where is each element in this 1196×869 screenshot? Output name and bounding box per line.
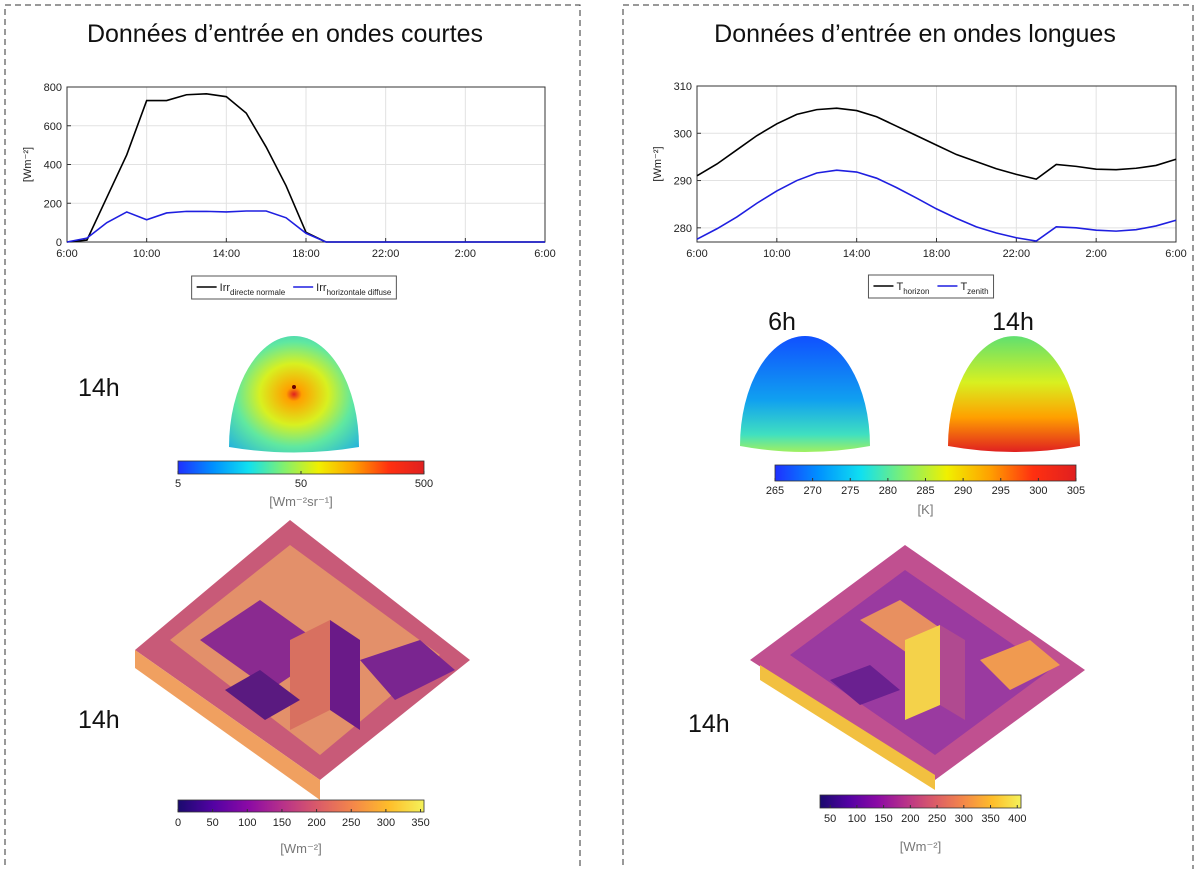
building-render <box>135 520 470 800</box>
legend-label: Thorizon <box>896 281 929 296</box>
colorbar-tick-label: 50 <box>295 478 307 490</box>
x-tick-label: 6:00 <box>534 248 555 260</box>
x-tick-label: 10:00 <box>133 248 161 260</box>
x-tick-label: 10:00 <box>763 248 791 260</box>
y-tick-label: 200 <box>44 198 62 210</box>
y-tick-label: 300 <box>674 128 692 140</box>
x-tick-label: 18:00 <box>292 248 320 260</box>
legend-subscript: zenith <box>967 287 988 296</box>
colorbar-label: [Wm⁻²] <box>280 841 322 856</box>
sky-dome <box>948 336 1080 452</box>
y-tick-label: 600 <box>44 121 62 133</box>
colorbar-tick-label: 270 <box>803 485 821 497</box>
legend-subscript: horizon <box>903 287 929 296</box>
legend-name: T <box>896 281 903 293</box>
colorbar-tick-label: 250 <box>342 817 360 829</box>
colorbar-tick-label: 285 <box>916 485 934 497</box>
x-tick-label: 14:00 <box>843 248 871 260</box>
colorbar-tick-label: 400 <box>1008 813 1026 825</box>
sky-dome <box>229 336 359 453</box>
x-tick-label: 6:00 <box>1165 248 1186 260</box>
legend-name: Irr <box>316 282 327 294</box>
legend-subscript: directe normale <box>230 288 286 297</box>
colorbar-tick-label: 350 <box>411 817 429 829</box>
panel-border <box>622 4 1194 869</box>
legend-name: Irr <box>220 282 231 294</box>
colorbar-tick-label: 150 <box>874 813 892 825</box>
legend-label: Irrhorizontale diffuse <box>316 282 392 297</box>
colorbar-label: [Wm⁻²] <box>900 839 942 854</box>
axes-frame <box>696 85 1177 243</box>
colorbar-tick-label: 300 <box>955 813 973 825</box>
legend-name: T <box>960 281 967 293</box>
colorbar-tick-label: 100 <box>238 817 256 829</box>
colorbar-tick-label: 50 <box>207 817 219 829</box>
colorbar <box>177 799 425 813</box>
legend: Thorizon Tzenith <box>867 274 995 299</box>
colorbar-tick-label: 0 <box>175 817 181 829</box>
colorbar-tick-label: 150 <box>273 817 291 829</box>
x-tick-label: 6:00 <box>56 248 77 260</box>
axes-frame <box>66 86 546 243</box>
y-tick-label: 400 <box>44 160 62 172</box>
time-label: 14h <box>78 374 120 402</box>
colorbar-tick-label: 100 <box>848 813 866 825</box>
x-tick-label: 2:00 <box>1085 248 1106 260</box>
time-label: 14h <box>78 706 120 734</box>
x-tick-label: 22:00 <box>372 248 400 260</box>
colorbar-tick-label: 200 <box>307 817 325 829</box>
legend-label: Tzenith <box>960 281 988 296</box>
building-render <box>750 545 1085 790</box>
y-tick-label: 290 <box>674 176 692 188</box>
sky-dome <box>740 336 870 452</box>
colorbar-tick-label: 50 <box>824 813 836 825</box>
colorbar-tick-label: 300 <box>377 817 395 829</box>
colorbar-tick-label: 250 <box>928 813 946 825</box>
colorbar-tick-label: 350 <box>981 813 999 825</box>
time-label: 6h <box>768 308 796 336</box>
y-tick-label: 0 <box>56 237 62 249</box>
colorbar-tick-label: 5 <box>175 478 181 490</box>
y-axis-label: [Wm⁻²] <box>22 147 34 182</box>
y-tick-label: 280 <box>674 223 692 235</box>
y-axis-label: [Wm⁻²] <box>652 146 664 181</box>
series-line <box>696 107 1177 180</box>
colorbar-tick-label: 265 <box>766 485 784 497</box>
colorbar-tick-label: 200 <box>901 813 919 825</box>
time-label: 14h <box>688 710 730 738</box>
colorbar-tick-label: 295 <box>992 485 1010 497</box>
series-line <box>66 210 545 243</box>
colorbar-tick-label: 300 <box>1029 485 1047 497</box>
colorbar-tick-label: 280 <box>879 485 897 497</box>
y-tick-label: 310 <box>674 81 692 93</box>
colorbar-tick-label: 305 <box>1067 485 1085 497</box>
legend-subscript: horizontale diffuse <box>327 288 392 297</box>
colorbar-tick-label: 500 <box>415 478 433 490</box>
sun-spot <box>292 385 296 389</box>
panel-title: Données d’entrée en ondes longues <box>714 20 1116 48</box>
legend: Irrdirecte normale Irrhorizontale diffuse <box>191 275 397 300</box>
series-line <box>696 169 1177 242</box>
colorbar-label: [Wm⁻²sr⁻¹] <box>269 494 333 509</box>
time-label: 14h <box>992 308 1034 336</box>
colorbar-tick-label: 290 <box>954 485 972 497</box>
colorbar-tick-label: 275 <box>841 485 859 497</box>
x-tick-label: 18:00 <box>923 248 951 260</box>
x-tick-label: 2:00 <box>455 248 476 260</box>
legend-box <box>867 274 995 299</box>
panel-border <box>4 4 581 869</box>
colorbar <box>819 794 1022 809</box>
panel-title: Données d’entrée en ondes courtes <box>87 20 483 48</box>
x-tick-label: 14:00 <box>213 248 241 260</box>
y-tick-label: 800 <box>44 82 62 94</box>
legend-label: Irrdirecte normale <box>220 282 286 297</box>
x-tick-label: 22:00 <box>1003 248 1031 260</box>
x-tick-label: 6:00 <box>686 248 707 260</box>
colorbar-label: [K] <box>918 502 934 517</box>
